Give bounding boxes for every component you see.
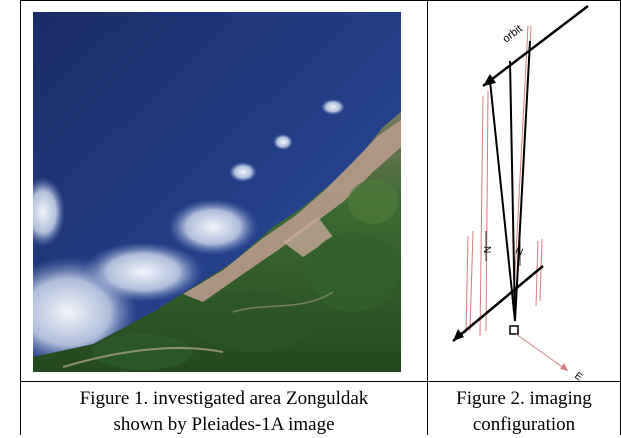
east-label: E: [572, 370, 584, 381]
ground-point-marker: [510, 326, 518, 334]
orbit-line: [483, 6, 588, 86]
table-row-divider: [20, 381, 621, 382]
figure1-caption-line1: Figure 1. investigated area Zonguldak: [21, 386, 427, 412]
east-axis: [516, 334, 568, 371]
figure2-caption-line1: Figure 2. imaging: [428, 386, 620, 412]
projection-rays: [466, 26, 542, 336]
figure1-caption: Figure 1. investigated area Zonguldak sh…: [21, 386, 427, 438]
table-left-border: [20, 0, 21, 435]
figure2-caption-line2: configuration: [428, 412, 620, 438]
orbit-label: orbit: [500, 23, 524, 46]
north-label-1: N: [481, 246, 492, 253]
figure2-caption: Figure 2. imaging configuration: [428, 386, 620, 438]
figure1-caption-line2: shown by Pleiades-1A image: [21, 412, 427, 438]
imaging-configuration-diagram: orbit N N E: [428, 1, 620, 381]
satellite-image: [33, 12, 401, 372]
